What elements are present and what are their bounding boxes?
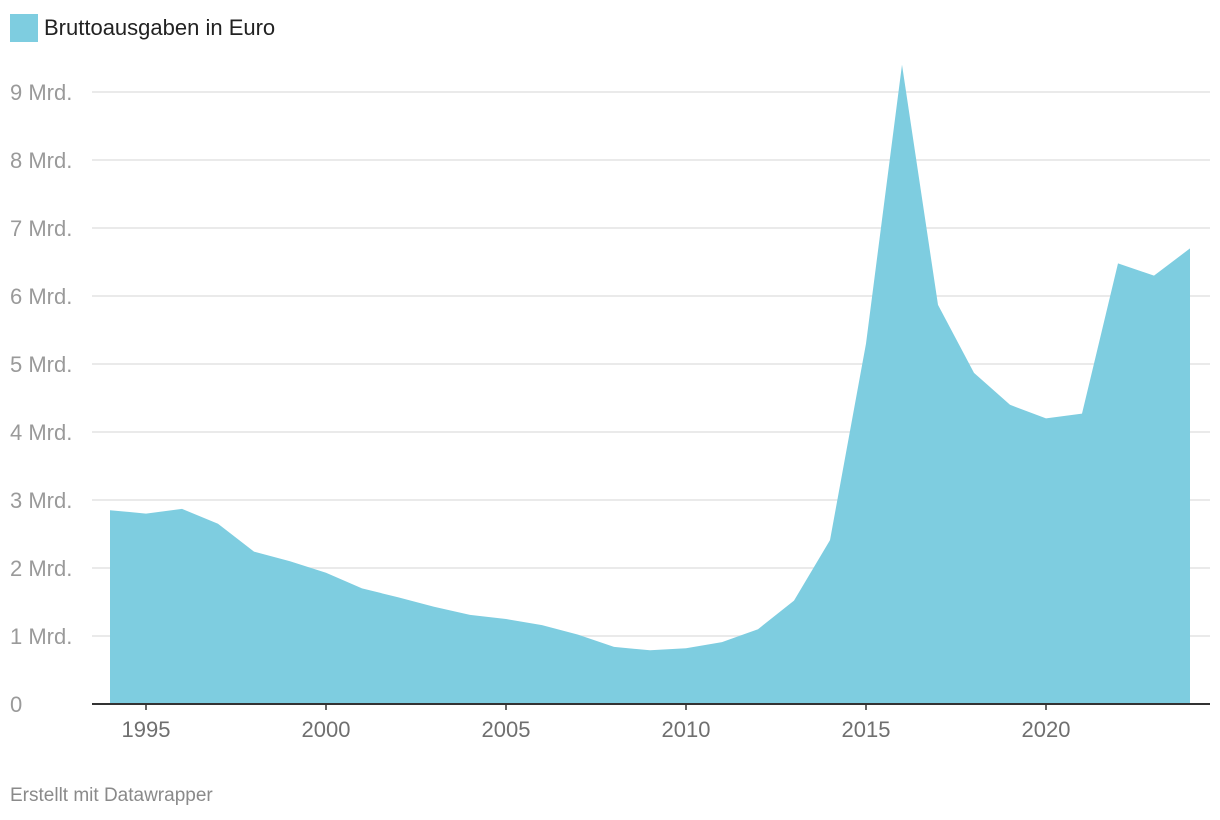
y-tick-label: 1 Mrd. xyxy=(10,624,72,649)
y-tick-label: 3 Mrd. xyxy=(10,488,72,513)
y-axis-ticks: 0 1 Mrd. 2 Mrd. 3 Mrd. 4 Mrd. 5 Mrd. 6 Mrd. 7 M… xyxy=(10,80,72,717)
y-tick-label: 9 Mrd. xyxy=(10,80,72,105)
series-area xyxy=(110,64,1190,705)
x-tick-label: 2020 xyxy=(1022,717,1071,742)
y-tick-label: 2 Mrd. xyxy=(10,556,72,581)
y-tick-label: 7 Mrd. xyxy=(10,216,72,241)
y-tick-label: 8 Mrd. xyxy=(10,148,72,173)
x-tick-label: 2005 xyxy=(482,717,531,742)
x-tick-label: 2010 xyxy=(662,717,711,742)
x-tick-label: 2015 xyxy=(842,717,891,742)
area-chart: 0 1 Mrd. 2 Mrd. 3 Mrd. 4 Mrd. 5 Mrd. 6 Mrd. 7 M… xyxy=(10,64,1210,742)
legend: Bruttoausgaben in Euro xyxy=(10,13,275,43)
area-series-bruttoausgaben xyxy=(110,64,1190,705)
x-axis-ticks: 1995 2000 2005 2010 2015 2020 xyxy=(122,704,1071,742)
y-tick-label: 6 Mrd. xyxy=(10,284,72,309)
x-tick-label: 2000 xyxy=(302,717,351,742)
legend-label: Bruttoausgaben in Euro xyxy=(44,15,276,40)
legend-swatch xyxy=(10,14,38,42)
y-tick-label: 5 Mrd. xyxy=(10,352,72,377)
y-tick-label: 0 xyxy=(10,692,22,717)
y-tick-label: 4 Mrd. xyxy=(10,420,72,445)
credit-text: Erstellt mit Datawrapper xyxy=(10,785,213,806)
x-tick-label: 1995 xyxy=(122,717,171,742)
